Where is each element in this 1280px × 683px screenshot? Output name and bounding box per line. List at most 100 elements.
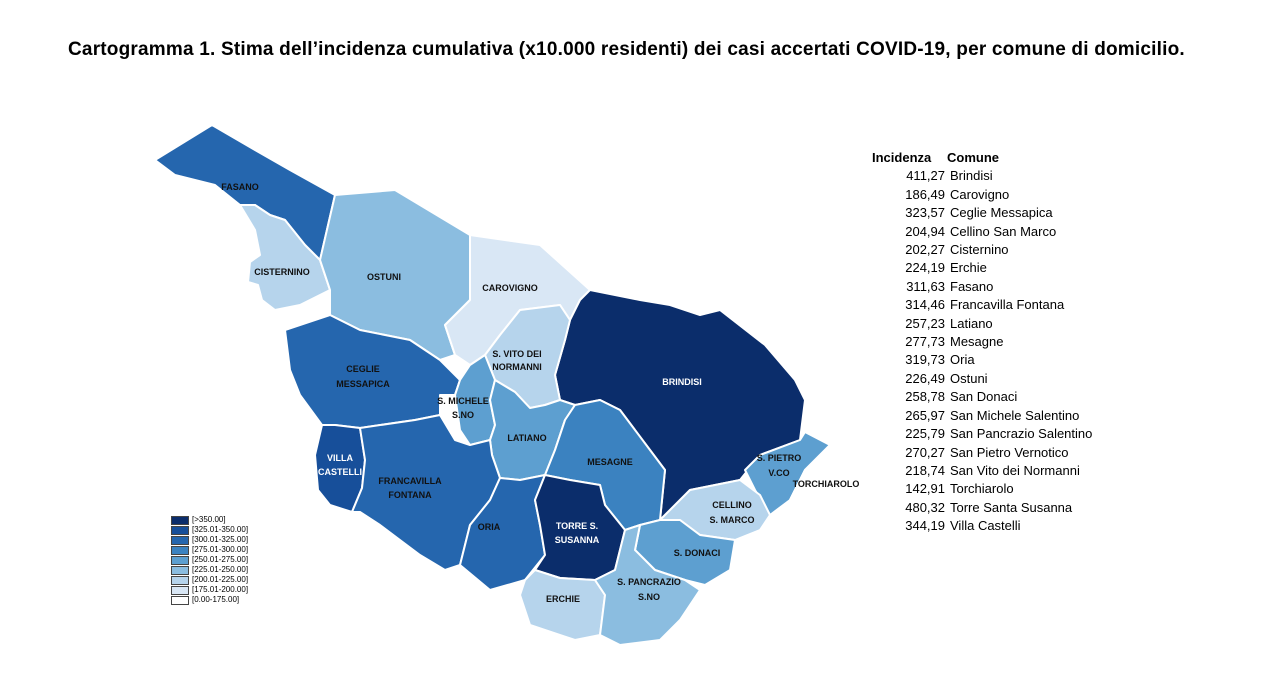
- legend-label: [275.01-300.00]: [192, 545, 249, 554]
- legend-item: [250.01-275.00]: [171, 555, 248, 565]
- incidence-value: 411,27: [906, 168, 945, 184]
- comune-name: Brindisi: [950, 168, 993, 184]
- legend-swatch: [171, 525, 189, 535]
- region-label-smichele: S.NO: [452, 410, 474, 420]
- comune-name: Erchie: [950, 260, 987, 276]
- table-row: 311,63 Fasano: [872, 278, 1092, 296]
- legend-label: [225.01-250.00]: [192, 565, 249, 574]
- incidence-value: 270,27: [905, 444, 945, 460]
- legend-item: [200.01-225.00]: [171, 575, 248, 585]
- legend-item: [0.00-175.00]: [171, 595, 248, 605]
- region-label-torress: TORRE S.: [556, 521, 598, 531]
- region-erchie: [519, 569, 606, 641]
- comune-name: Torre Santa Susanna: [950, 499, 1073, 515]
- legend-swatch: [171, 545, 189, 555]
- region-cisternino: [239, 204, 331, 311]
- comune-name: San Vito dei Normanni: [950, 462, 1080, 478]
- incidence-value: 258,78: [905, 389, 945, 405]
- incidence-value: 480,32: [905, 499, 945, 515]
- table-row: 218,74 San Vito dei Normanni: [872, 462, 1092, 480]
- comune-name: San Donaci: [950, 389, 1018, 405]
- map-title: Cartogramma 1. Stima dell’incidenza cumu…: [68, 39, 1185, 60]
- region-label-villacastelli: VILLA: [327, 453, 353, 463]
- region-oria: [459, 474, 546, 591]
- region-label-ostuni: OSTUNI: [367, 272, 401, 282]
- comune-name: Villa Castelli: [950, 518, 1021, 534]
- comune-name: Ceglie Messapica: [950, 205, 1053, 221]
- incidence-value: 344,19: [905, 518, 945, 534]
- comune-name: Ostuni: [950, 370, 988, 386]
- comune-name: San Michele Salentino: [950, 407, 1080, 423]
- region-fasano: [154, 124, 336, 261]
- incidence-value: 225,79: [905, 426, 945, 442]
- incidence-value: 226,49: [905, 370, 945, 386]
- region-label-torress: SUSANNA: [555, 535, 600, 545]
- table-row: 202,27 Cisternino: [872, 241, 1092, 259]
- legend-item: [>350.00]: [171, 515, 248, 525]
- region-label-ceglie: MESSAPICA: [336, 379, 390, 389]
- table-row: 265,97 San Michele Salentino: [872, 407, 1092, 425]
- incidence-value: 323,57: [905, 205, 945, 221]
- region-label-carovigno: CAROVIGNO: [482, 283, 538, 293]
- region-label-francavilla: FONTANA: [388, 490, 432, 500]
- incidence-value: 186,49: [905, 186, 945, 202]
- region-label-ceglie: CEGLIE: [346, 364, 380, 374]
- comune-name: Cisternino: [950, 242, 1009, 258]
- table-row: 258,78 San Donaci: [872, 388, 1092, 406]
- legend-label: [300.01-325.00]: [192, 535, 249, 544]
- region-label-erchie: ERCHIE: [546, 594, 580, 604]
- region-label-oria: ORIA: [478, 522, 501, 532]
- table-row: 257,23 Latiano: [872, 315, 1092, 333]
- region-label-villacastelli: CASTELLI: [318, 467, 362, 477]
- incidence-value: 224,19: [905, 260, 945, 276]
- table-row: 314,46 Francavilla Fontana: [872, 296, 1092, 314]
- region-label-francavilla: FRANCAVILLA: [378, 476, 442, 486]
- region-label-cisternino: CISTERNINO: [254, 267, 310, 277]
- table-header: Incidenza Comune: [872, 149, 1092, 167]
- region-label-sdonaci: S. DONACI: [674, 548, 721, 558]
- table-row: 186,49 Carovigno: [872, 186, 1092, 204]
- legend-swatch: [171, 535, 189, 545]
- header-comune: Comune: [947, 150, 999, 165]
- legend-swatch: [171, 565, 189, 575]
- incidence-value: 314,46: [905, 297, 945, 313]
- incidence-value: 204,94: [905, 223, 945, 239]
- map-legend: [>350.00] [325.01-350.00] [300.01-325.00][…: [171, 515, 248, 605]
- legend-item: [300.01-325.00]: [171, 535, 248, 545]
- table-row: 204,94 Cellino San Marco: [872, 223, 1092, 241]
- legend-item: [175.01-200.00]: [171, 585, 248, 595]
- region-label-spietro: V.CO: [768, 468, 789, 478]
- region-ceglie: [284, 314, 461, 429]
- region-label-fasano: FASANO: [221, 182, 259, 192]
- comune-name: Cellino San Marco: [950, 223, 1057, 239]
- region-spancrazio: [594, 524, 701, 646]
- region-label-torchiarolo: TORCHIAROLO: [793, 479, 860, 489]
- incidence-value: 142,91: [905, 481, 945, 497]
- region-label-svito: S. VITO DEI: [492, 349, 541, 359]
- region-label-brindisi: BRINDISI: [662, 377, 702, 387]
- table-row: 323,57 Ceglie Messapica: [872, 204, 1092, 222]
- table-row: 142,91 Torchiarolo: [872, 480, 1092, 498]
- region-label-spancrazio: S.NO: [638, 592, 660, 602]
- incidence-value: 311,63: [906, 278, 945, 294]
- legend-item: [275.01-300.00]: [171, 545, 248, 555]
- region-label-svito: NORMANNI: [492, 362, 542, 372]
- region-label-smichele: S. MICHELE: [437, 396, 489, 406]
- table-row: 270,27 San Pietro Vernotico: [872, 444, 1092, 462]
- comune-name: San Pietro Vernotico: [950, 444, 1069, 460]
- region-torchiarolo: [789, 444, 861, 521]
- legend-item: [225.01-250.00]: [171, 565, 248, 575]
- table-row: 480,32 Torre Santa Susanna: [872, 499, 1092, 517]
- region-label-spietro: S. PIETRO: [757, 453, 802, 463]
- legend-swatch: [171, 595, 189, 605]
- region-label-cellino: CELLINO: [712, 500, 752, 510]
- region-label-spancrazio: S. PANCRAZIO: [617, 577, 681, 587]
- legend-item: [325.01-350.00]: [171, 525, 248, 535]
- table-row: 319,73 Oria: [872, 351, 1092, 369]
- table-row: 277,73 Mesagne: [872, 333, 1092, 351]
- region-label-latiano: LATIANO: [507, 433, 546, 443]
- legend-swatch: [171, 515, 189, 525]
- table-row: 411,27 Brindisi: [872, 167, 1092, 185]
- comune-name: Francavilla Fontana: [950, 297, 1065, 313]
